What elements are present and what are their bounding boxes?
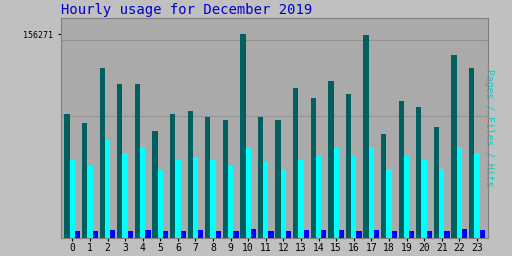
Bar [316,156,321,238]
Bar [135,84,140,238]
Bar [293,88,298,238]
Bar [127,230,133,238]
Bar [404,156,409,238]
Bar [181,230,186,238]
Bar [246,146,251,238]
Bar [374,230,379,238]
Bar [258,116,263,238]
Bar [311,98,316,238]
Bar [386,169,392,238]
Bar [452,55,457,238]
Bar [175,159,181,238]
Bar [210,159,216,238]
Bar [163,231,168,238]
Bar [193,157,198,238]
Bar [117,84,122,238]
Bar [100,68,105,238]
Bar [462,229,467,238]
Bar [233,231,239,238]
Bar [281,169,286,238]
Bar [480,230,485,238]
Bar [381,134,386,238]
Bar [356,230,361,238]
Bar [170,114,175,238]
Bar [145,230,151,238]
Bar [328,81,333,238]
Bar [369,146,374,238]
Bar [409,230,414,238]
Bar [333,146,339,238]
Bar [275,121,281,238]
Bar [364,35,369,238]
Bar [140,146,145,238]
Bar [216,231,221,238]
Bar [228,166,233,238]
Text: Hourly usage for December 2019: Hourly usage for December 2019 [61,3,312,17]
Bar [70,159,75,238]
Bar [110,230,115,238]
Bar [399,101,404,238]
Bar [321,230,327,238]
Bar [351,156,356,238]
Bar [82,123,87,238]
Bar [198,230,203,238]
Bar [158,170,163,238]
Bar [426,230,432,238]
Bar [65,114,70,238]
Y-axis label: Pages / Files / Hits: Pages / Files / Hits [484,69,494,187]
Bar [187,111,193,238]
Bar [105,140,110,238]
Bar [153,131,158,238]
Bar [75,230,80,238]
Bar [346,94,351,238]
Bar [87,166,93,238]
Bar [263,162,268,238]
Bar [444,231,450,238]
Bar [251,229,256,238]
Bar [223,121,228,238]
Bar [298,159,304,238]
Bar [122,153,127,238]
Bar [457,146,462,238]
Bar [268,230,274,238]
Bar [392,231,397,238]
Bar [339,230,344,238]
Bar [421,159,426,238]
Bar [474,153,480,238]
Bar [240,34,246,238]
Bar [469,68,474,238]
Bar [304,230,309,238]
Bar [439,169,444,238]
Bar [416,108,421,238]
Bar [93,231,98,238]
Bar [205,116,210,238]
Bar [286,231,291,238]
Bar [434,127,439,238]
